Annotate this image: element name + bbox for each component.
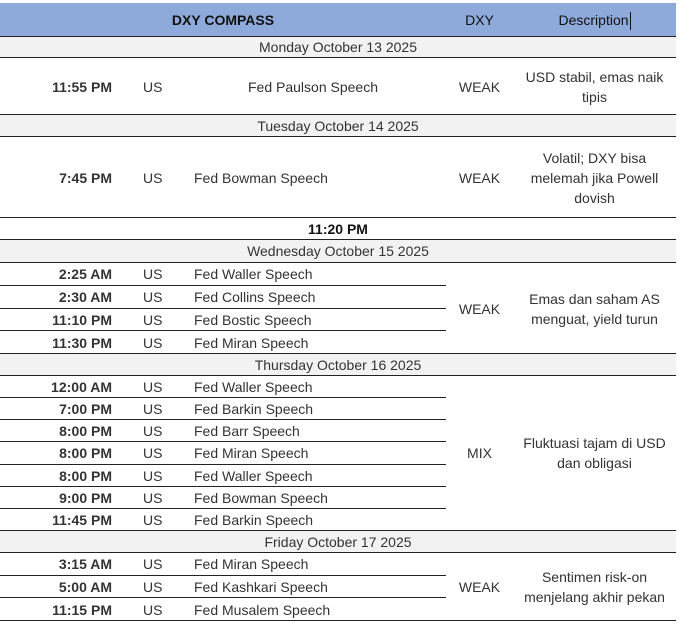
row-divider (0, 398, 446, 421)
header-description-cell[interactable]: Description (513, 3, 676, 37)
event-name[interactable]: Fed Collins Speech (194, 289, 316, 306)
group-divider (0, 58, 676, 115)
event-country[interactable]: US (143, 334, 163, 351)
text-cursor (629, 12, 631, 31)
row-divider (0, 420, 446, 443)
event-country[interactable]: US (143, 379, 163, 396)
header-title[interactable]: DXY COMPASS (171, 12, 275, 28)
day-header[interactable]: Monday October 13 2025 (0, 37, 676, 58)
event-name[interactable]: Fed Waller Speech (194, 266, 313, 283)
event-time[interactable]: 8:00 PM (59, 445, 112, 462)
event-time[interactable]: 8:00 PM (59, 423, 112, 440)
event-time[interactable]: 7:45 PM (59, 169, 112, 186)
description[interactable]: USD stabil, emas naik tipis (525, 68, 664, 105)
event-country[interactable]: US (143, 579, 163, 596)
event-time[interactable]: 3:15 AM (58, 556, 112, 573)
group-divider (0, 137, 676, 218)
event-name[interactable]: Fed Miran Speech (194, 445, 309, 462)
dxy-status[interactable]: WEAK (458, 78, 501, 95)
event-country[interactable]: US (143, 289, 163, 306)
day-header[interactable]: Friday October 17 2025 (0, 531, 676, 553)
event-name[interactable]: Fed Miran Speech (194, 334, 309, 351)
event-name[interactable]: Fed Waller Speech (194, 467, 313, 484)
description[interactable]: Emas dan saham AS menguat, yield turun (529, 290, 660, 327)
header-description: Description (558, 12, 629, 28)
event-name[interactable]: Fed Kashkari Speech (194, 579, 328, 596)
group-divider (0, 553, 676, 622)
event-country[interactable]: US (143, 423, 163, 440)
day-header[interactable]: Tuesday October 14 2025 (0, 115, 676, 137)
event-name[interactable]: Fed Bowman Speech (194, 489, 328, 506)
event-name[interactable]: Fed Miran Speech (194, 556, 309, 573)
description[interactable]: Volatil; DXY bisa melemah jika Powell do… (530, 149, 659, 206)
event-country[interactable]: US (143, 311, 163, 328)
row-divider (0, 309, 446, 332)
time-row-standalone[interactable]: 11:20 PM (0, 218, 676, 240)
description[interactable]: Fluktuasi tajam di USD dan obligasi (523, 435, 666, 472)
event-time[interactable]: 11:10 PM (52, 311, 112, 328)
dxy-status[interactable]: WEAK (458, 579, 501, 596)
event-time[interactable]: 11:55 PM (52, 78, 112, 95)
group-divider (0, 376, 676, 531)
row-divider (0, 576, 446, 599)
dxy-status[interactable]: WEAK (458, 169, 501, 186)
event-country[interactable]: US (143, 601, 163, 618)
header-row: DXY COMPASS DXY Description (0, 3, 676, 37)
row-divider (0, 442, 446, 465)
row-divider (0, 553, 446, 576)
row-divider (0, 286, 446, 309)
event-time[interactable]: 8:00 PM (59, 467, 112, 484)
day-header[interactable]: Wednesday October 15 2025 (0, 240, 676, 263)
event-time[interactable]: 2:25 AM (58, 266, 112, 283)
event-country[interactable]: US (143, 266, 163, 283)
group-divider (0, 263, 676, 354)
dxy-status[interactable]: WEAK (458, 300, 501, 317)
event-time[interactable]: 12:00 AM (51, 379, 112, 396)
event-name[interactable]: Fed Barkin Speech (194, 511, 314, 528)
event-time[interactable]: 2:30 AM (58, 289, 112, 306)
event-country[interactable]: US (143, 445, 163, 462)
event-name[interactable]: Fed Waller Speech (194, 379, 313, 396)
event-country[interactable]: US (143, 169, 163, 186)
event-name[interactable]: Fed Paulson Speech (248, 78, 378, 95)
event-name[interactable]: Fed Barkin Speech (194, 401, 314, 418)
event-country[interactable]: US (143, 78, 163, 95)
event-country[interactable]: US (143, 489, 163, 506)
event-name[interactable]: Fed Bostic Speech (194, 311, 312, 328)
description[interactable]: Sentimen risk-on menjelang akhir pekan (524, 569, 665, 606)
event-name[interactable]: Fed Bowman Speech (194, 169, 328, 186)
event-time[interactable]: 11:15 PM (52, 601, 112, 618)
row-divider (0, 376, 446, 399)
event-country[interactable]: US (143, 467, 163, 484)
row-divider (0, 487, 446, 509)
event-country[interactable]: US (143, 556, 163, 573)
event-name[interactable]: Fed Barr Speech (194, 423, 300, 440)
event-country[interactable]: US (143, 401, 163, 418)
event-time[interactable]: 5:00 AM (58, 579, 112, 596)
event-time[interactable]: 7:00 PM (59, 401, 112, 418)
day-header[interactable]: Thursday October 16 2025 (0, 354, 676, 376)
event-time[interactable]: 11:45 PM (52, 511, 112, 528)
event-country[interactable]: US (143, 511, 163, 528)
dxy-status[interactable]: MIX (467, 445, 492, 462)
header-dxy[interactable]: DXY (465, 12, 494, 28)
event-time[interactable]: 11:30 PM (52, 334, 112, 351)
row-divider (0, 263, 446, 286)
event-time[interactable]: 9:00 PM (59, 489, 112, 506)
event-name[interactable]: Fed Musalem Speech (194, 601, 331, 618)
row-divider (0, 465, 446, 487)
